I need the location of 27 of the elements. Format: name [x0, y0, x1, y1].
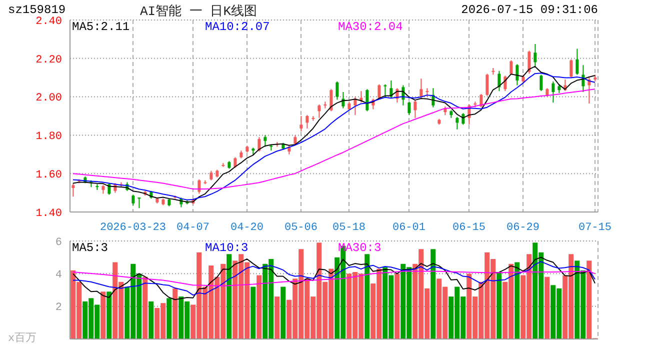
- text: sz159819: [8, 3, 66, 17]
- series-label: MA5:3: [72, 241, 110, 255]
- text: MA30:2.04: [338, 20, 404, 34]
- y-axis-title: x百万: [8, 332, 37, 345]
- y-tick-label: 2.20: [36, 54, 62, 66]
- x-tick-label: 04-20: [230, 222, 264, 234]
- y-tick-label: 1.80: [36, 131, 62, 144]
- y-tick-label: 2: [55, 302, 62, 314]
- y-tick-label: 4: [55, 270, 62, 282]
- y-tick-label: 2.40: [36, 16, 62, 28]
- x-tick-label: 06-29: [506, 222, 540, 234]
- text: MA5:2.11: [72, 20, 131, 34]
- text: MA10:2.07: [205, 20, 271, 34]
- series-label: MA10:3: [205, 241, 250, 255]
- x-tick-label: 04-07: [176, 222, 210, 234]
- y-tick-label: 2.00: [36, 92, 62, 105]
- y-tick-label: 1.60: [36, 170, 62, 182]
- text: 2026-07-15 09:31:06: [461, 3, 598, 17]
- x-tick-label: 2026-03-23: [100, 222, 166, 234]
- y-tick-label: 6: [55, 236, 62, 249]
- x-tick-label: 05-18: [332, 222, 366, 234]
- x-tick-label: 07-15: [578, 222, 612, 234]
- x-tick-label: 05-06: [284, 222, 318, 234]
- y-tick-label: 1.40: [36, 208, 62, 220]
- x-tick-label: 06-01: [392, 222, 426, 234]
- chart-title: AI智能 一 日K线图: [140, 3, 258, 20]
- x-tick-label: 06-15: [452, 222, 486, 234]
